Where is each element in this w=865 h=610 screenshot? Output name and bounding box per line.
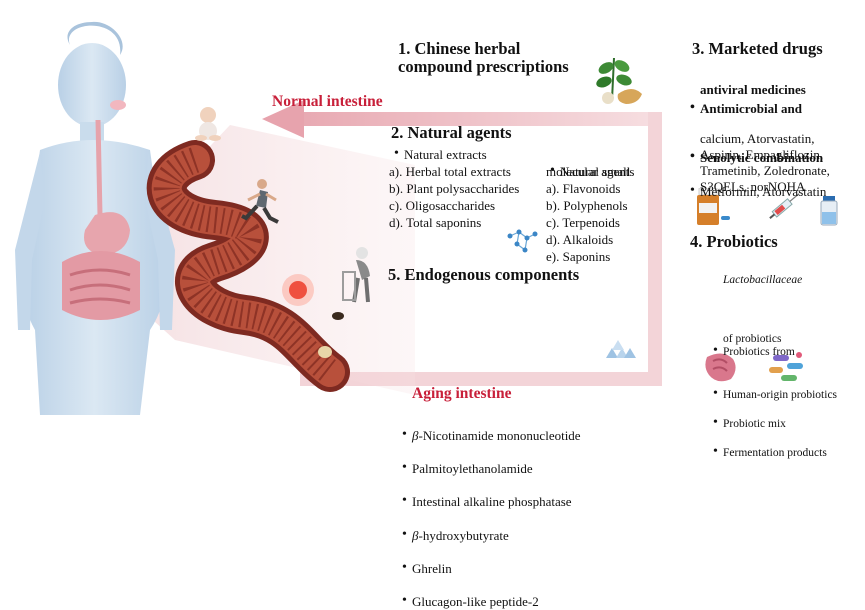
section5-item1-text: -Nicotinamide mononucleotide — [418, 428, 581, 444]
section4-heading: 4. Probiotics — [690, 232, 778, 251]
section2-right-group-line1: Natural small — [550, 162, 865, 180]
section2-right-item: e). Saponins — [546, 249, 611, 264]
section1-heading-line1: 1. Chinese herbal — [398, 39, 521, 58]
section1-heading-line2: compound prescriptions — [398, 57, 569, 76]
section4-item4-line2: of probiotics — [723, 333, 782, 345]
elderly-icon — [342, 247, 370, 303]
herb-icon — [596, 57, 642, 104]
section3-item2: Senolytic combination — [690, 148, 865, 166]
section2-right-item: a). Flavonoids — [546, 181, 621, 196]
section2-left-item: a). Herbal total extracts — [389, 164, 511, 179]
section2-left-group: Natural extracts — [394, 145, 865, 163]
section2-left-item: b). Plant polysaccharides — [389, 181, 520, 196]
baby-icon — [195, 107, 221, 141]
section3-item3-line: Trametinib, Zoledronate, — [700, 163, 830, 178]
molecule-icon — [507, 229, 538, 253]
section5-item4: β-hydroxybutyrate — [402, 526, 865, 544]
section5-item5: Ghrelin — [402, 559, 865, 577]
section3-heading: 3. Marketed drugs — [692, 39, 823, 58]
aging-intestine-label: Aging intestine — [412, 385, 512, 402]
section3-item1-line1: Antimicrobial and — [690, 99, 865, 117]
section2-left-item: c). Oligosaccharides — [389, 198, 496, 213]
runner-icon — [241, 179, 279, 224]
section2-right-item: d). Alkaloids — [546, 232, 614, 247]
section2-right-item: b). Polyphenols — [546, 198, 628, 213]
section4-item4-line1: Fermentation products — [713, 445, 865, 460]
section3-item3-line: calcium, Atorvastatin, — [700, 131, 815, 146]
vial-icon — [820, 196, 838, 226]
section3-item3-line: Aspirin, Empagliflozin, — [700, 147, 824, 162]
section2-left-item: d). Total saponins — [389, 215, 482, 230]
section4-item1-line1: Probiotics from — [713, 344, 865, 359]
crystal-icon — [606, 340, 636, 358]
section3-item3-line: S3QELs, norNOHA — [700, 179, 806, 194]
normal-intestine-label: Normal intestine — [272, 93, 383, 110]
intestine-tube — [146, 140, 350, 392]
section4-item2: Human-origin probiotics — [713, 387, 865, 402]
section5-item6: Glucagon-like peptide-2 — [402, 592, 865, 610]
section5-item3: Intestinal alkaline phosphatase — [402, 492, 865, 510]
section2-right-group-line2: molecular agents — [546, 164, 635, 179]
section2-right-item: c). Terpenoids — [546, 215, 620, 230]
section2-heading: 2. Natural agents — [391, 123, 512, 142]
section3-item1-line2: antiviral medicines — [700, 82, 806, 97]
section5-heading: 5. Endogenous components — [388, 265, 580, 284]
body-silhouette — [15, 21, 175, 415]
background-graphics — [15, 21, 662, 415]
section5-item1: β-Nicotinamide mononucleotide — [402, 426, 865, 444]
section3-item3-line: Metformin, Atorvastatin — [690, 182, 865, 200]
section4-item1-line2: Lactobacillaceae — [723, 274, 803, 286]
section5-item4-text: -hydroxybutyrate — [418, 527, 509, 543]
section5-item2: Palmitoylethanolamide — [402, 459, 865, 477]
